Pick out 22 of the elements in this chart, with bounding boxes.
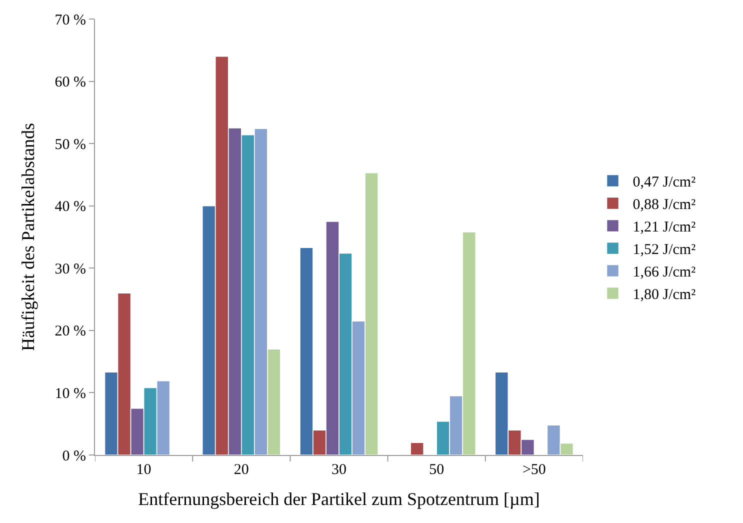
y-tick-label: 10 %: [54, 386, 86, 402]
legend-label: 1,52 J/cm²: [632, 242, 696, 258]
y-tick-label: 60 %: [54, 74, 86, 91]
legend-label: 0,88 J/cm²: [632, 197, 696, 214]
y-tick-label: 0 %: [62, 448, 86, 464]
y-tick-label: 40 %: [54, 199, 86, 216]
y-tick-label: 20 %: [54, 324, 86, 340]
x-tick-label: 10: [136, 462, 152, 478]
y-tick-label: 50 %: [54, 136, 86, 153]
bar: [410, 442, 424, 455]
legend-label: 1,21 J/cm²: [632, 220, 696, 236]
x-tick-label: 20: [234, 462, 249, 478]
legend-label: 1,80 J/cm²: [632, 287, 696, 304]
legend-label: 0,47 J/cm²: [632, 174, 696, 191]
y-tick-label: 30 %: [54, 261, 86, 278]
x-tick-label: >50: [522, 462, 546, 478]
x-tick-label: 50: [429, 462, 444, 478]
y-tick-label: 70 %: [54, 12, 86, 28]
x-axis-title: Entfernungsbereich der Partikel zum Spotzentrum [µm]: [138, 489, 540, 510]
x-tick-label: 30: [332, 462, 346, 478]
y-axis-title: Häufigkeit des Partikelabstands: [18, 123, 38, 351]
legend-label: 1,66 J/cm²: [632, 264, 696, 281]
